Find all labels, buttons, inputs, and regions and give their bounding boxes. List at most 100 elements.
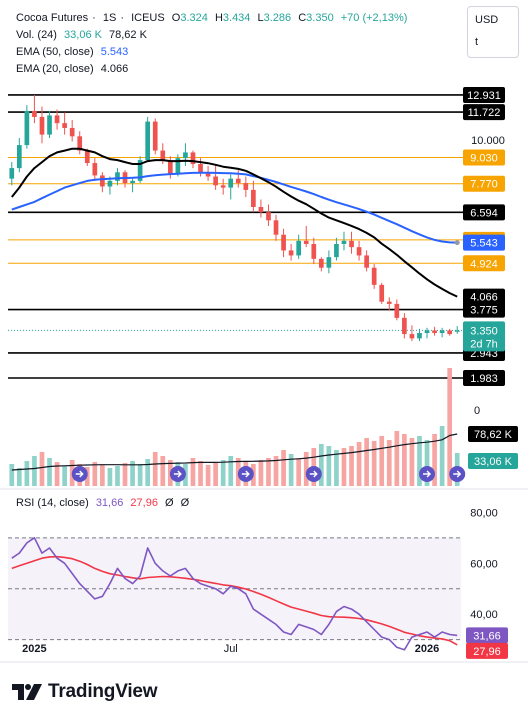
- arrow-glyph: [241, 470, 250, 478]
- candle-body: [432, 330, 437, 334]
- price-level-label: 7.770: [470, 179, 498, 191]
- arrow-glyph: [75, 470, 84, 478]
- time-axis-tick: 2026: [415, 643, 439, 655]
- low-label: L: [257, 12, 264, 24]
- candle-body: [32, 110, 37, 117]
- volume-bar: [130, 461, 135, 486]
- volume-bar: [228, 456, 234, 486]
- volume-bar: [160, 456, 166, 486]
- price-level-badge: [463, 175, 505, 192]
- volume-bar: [137, 464, 143, 486]
- symbol-name[interactable]: Cocoa Futures: [16, 12, 89, 24]
- volume-bar: [356, 442, 362, 486]
- volume-ma-line: [11, 433, 458, 471]
- volume-ma-badge: [468, 426, 518, 442]
- price-level-badge: [463, 301, 505, 318]
- volume-legend[interactable]: Vol. (24) 33,06 K 78,62 K: [16, 27, 151, 43]
- candle-body: [371, 267, 377, 285]
- price-level-label: 6.594: [470, 207, 498, 219]
- volume-bar: [432, 434, 437, 486]
- candle-body: [243, 183, 249, 190]
- rsi-value: 31,66: [95, 497, 124, 509]
- time-axis-tick: 2025: [22, 643, 46, 655]
- symbol-interval[interactable]: 1S: [102, 12, 117, 24]
- candle-body: [228, 178, 234, 188]
- open-label: O: [171, 12, 181, 24]
- candle-body: [326, 257, 332, 268]
- price-level-badge: [463, 204, 505, 221]
- candle-body: [364, 255, 369, 268]
- price-level-label: 11.722: [468, 107, 501, 119]
- currency-unit-selector[interactable]: USD t: [467, 6, 519, 58]
- candle-body: [160, 150, 166, 161]
- change-value: +70 (+2,13%): [340, 12, 408, 24]
- ema20-legend[interactable]: EMA (20, close) 4.066: [16, 61, 132, 77]
- candle-body: [24, 110, 30, 146]
- candle-body: [92, 163, 98, 176]
- rsi-label: RSI (14, close): [16, 497, 89, 509]
- volume-bar: [394, 431, 400, 486]
- ema50-legend[interactable]: EMA (50, close) 5.543: [16, 44, 132, 60]
- candle-body: [152, 121, 158, 151]
- volume-bar: [266, 458, 271, 486]
- volume-bar: [107, 468, 113, 486]
- ema-badge: [463, 234, 505, 251]
- price-level-badge: [463, 149, 505, 166]
- price-axis-tick: 10.000: [471, 135, 505, 147]
- volume-bar: [281, 450, 286, 486]
- candle-body: [402, 317, 407, 335]
- ema20-label: EMA (20, close): [16, 63, 94, 75]
- currency-unit: t: [475, 36, 479, 48]
- volume-bar: [349, 446, 354, 486]
- ema-badge-label: 5.543: [470, 238, 498, 250]
- price-level-label: 1.983: [470, 373, 498, 385]
- volume-bar: [424, 440, 430, 486]
- volume-bar: [417, 436, 422, 486]
- candle-body: [130, 180, 135, 184]
- ema-badge-label: 4.066: [470, 292, 498, 304]
- symbol-legend: Cocoa Futures · 1S · ICEUS O3.324 H3.434 L…: [16, 12, 408, 24]
- rsi-legend[interactable]: RSI (14, close) 31,66 27,96 Ø Ø: [16, 495, 193, 511]
- candle-body: [54, 115, 60, 124]
- volume-bar: [198, 461, 203, 486]
- candle-body: [273, 220, 279, 235]
- volume-bar: [213, 463, 218, 486]
- volume-bar: [364, 438, 369, 486]
- tradingview-logo[interactable]: TradingView: [12, 680, 158, 704]
- rsi-ma-value: 27,96: [130, 497, 158, 509]
- price-level-label: 12.931: [467, 90, 501, 102]
- open-value: 3.324: [180, 12, 208, 24]
- rsi-ma-badge-label: 27,96: [473, 646, 501, 658]
- volume-bar: [303, 452, 309, 486]
- volume-bar: [341, 448, 347, 486]
- rsi-ma-badge: [466, 642, 508, 659]
- candle-body: [213, 176, 218, 186]
- volume-bar: [122, 463, 128, 486]
- candle-body: [311, 243, 317, 259]
- price-level-badge: [463, 104, 505, 121]
- volume-ma-badge-label: 78,62 K: [474, 429, 513, 441]
- volume-bar: [54, 462, 60, 486]
- candle-body: [69, 127, 75, 137]
- rsi-axis-tick: 60,00: [470, 558, 498, 570]
- candle-body: [16, 145, 22, 169]
- ema50-end-marker: [454, 240, 460, 246]
- volume-bar: [288, 454, 294, 486]
- candle-body: [394, 303, 400, 318]
- volume-bar: [409, 438, 415, 486]
- candle-body: [251, 189, 256, 207]
- volume-bar: [100, 465, 105, 486]
- candle-body: [281, 234, 286, 251]
- volume-bar: [379, 436, 385, 486]
- candle-body: [39, 116, 45, 135]
- volume-bar: [220, 460, 226, 486]
- volume-bar: [145, 459, 151, 486]
- candle-body: [303, 240, 309, 244]
- bar-countdown-label: 2d 7h: [470, 338, 498, 350]
- candle-body: [167, 160, 173, 175]
- price-level-badge: [463, 255, 505, 272]
- candle-body: [62, 123, 67, 128]
- candle-body: [447, 330, 453, 335]
